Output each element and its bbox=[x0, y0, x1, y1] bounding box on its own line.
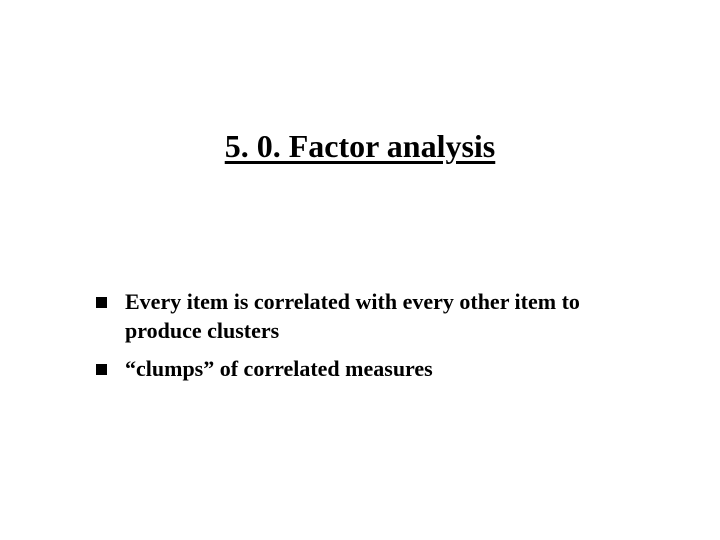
square-bullet-icon bbox=[96, 297, 107, 308]
list-item: “clumps” of correlated measures bbox=[96, 355, 650, 384]
bullet-list: Every item is correlated with every othe… bbox=[96, 288, 650, 394]
list-item: Every item is correlated with every othe… bbox=[96, 288, 650, 345]
slide-title: 5. 0. Factor analysis bbox=[0, 128, 720, 165]
bullet-text: “clumps” of correlated measures bbox=[125, 355, 650, 384]
bullet-text: Every item is correlated with every othe… bbox=[125, 288, 650, 345]
slide: 5. 0. Factor analysis Every item is corr… bbox=[0, 0, 720, 540]
square-bullet-icon bbox=[96, 364, 107, 375]
